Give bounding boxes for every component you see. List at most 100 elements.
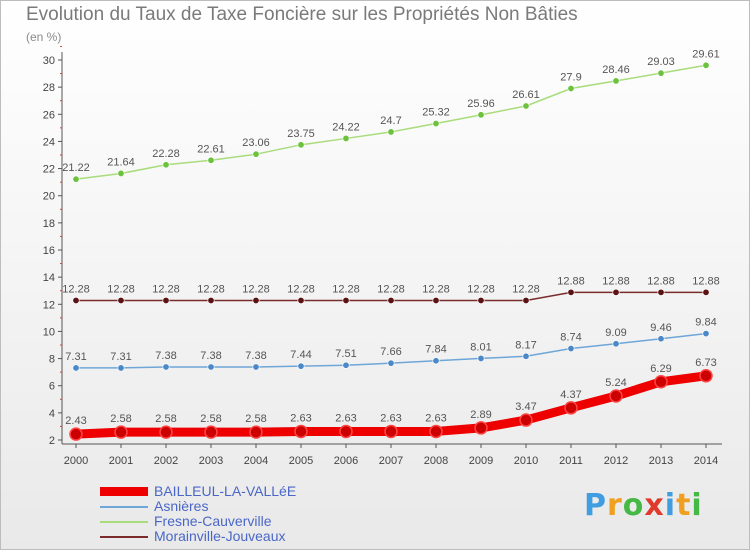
data-point-morainville-jouveaux [117, 296, 125, 304]
data-point-asni-res [162, 363, 170, 371]
data-label-bailleul-la-vall-e: 2.58 [155, 413, 176, 425]
data-label-fresne-cauverville: 25.96 [467, 98, 495, 110]
data-label-bailleul-la-vall-e: 2.58 [245, 413, 266, 425]
logo-letter: i [664, 488, 677, 523]
logo-letter: t [676, 488, 692, 523]
data-label-morainville-jouveaux: 12.28 [152, 283, 180, 295]
x-tick-label: 2011 [559, 455, 583, 467]
data-label-bailleul-la-vall-e: 2.89 [470, 409, 491, 421]
data-label-asni-res: 8.17 [515, 339, 536, 351]
data-label-morainville-jouveaux: 12.88 [557, 275, 585, 287]
data-point-bailleul-la-vall-e [294, 424, 308, 439]
logo-letter: P [584, 488, 607, 523]
data-label-bailleul-la-vall-e: 2.63 [290, 412, 311, 424]
data-point-morainville-jouveaux [702, 288, 710, 296]
x-tick-label: 2000 [64, 455, 88, 467]
data-label-bailleul-la-vall-e: 6.73 [695, 357, 716, 369]
data-label-bailleul-la-vall-e: 3.47 [515, 401, 536, 413]
data-point-asni-res [72, 364, 80, 372]
data-label-bailleul-la-vall-e: 2.63 [425, 412, 446, 424]
x-tick-label: 2012 [604, 455, 628, 467]
data-label-fresne-cauverville: 23.75 [287, 128, 315, 140]
data-label-fresne-cauverville: 21.64 [107, 156, 135, 168]
data-point-morainville-jouveaux [207, 296, 215, 304]
data-label-asni-res: 9.09 [605, 327, 626, 339]
data-point-fresne-cauverville [297, 141, 305, 149]
legend-swatch [100, 521, 148, 523]
data-point-bailleul-la-vall-e [519, 413, 533, 427]
data-label-asni-res: 8.74 [560, 332, 581, 344]
data-label-bailleul-la-vall-e: 2.63 [335, 412, 356, 424]
data-label-morainville-jouveaux: 12.28 [62, 283, 90, 295]
data-point-asni-res [387, 359, 395, 367]
data-point-morainville-jouveaux [162, 296, 170, 304]
data-label-fresne-cauverville: 28.46 [602, 64, 630, 76]
y-tick-label: 18 [43, 218, 55, 230]
data-point-morainville-jouveaux [252, 296, 260, 304]
data-point-fresne-cauverville [387, 128, 395, 136]
data-label-asni-res: 7.31 [65, 351, 86, 363]
data-label-fresne-cauverville: 22.28 [152, 148, 180, 160]
data-label-fresne-cauverville: 25.32 [422, 107, 450, 119]
data-label-fresne-cauverville: 24.7 [380, 115, 401, 127]
legend-label: Morainville-Jouveaux [154, 528, 286, 544]
data-point-asni-res [342, 361, 350, 369]
data-label-morainville-jouveaux: 12.28 [197, 283, 225, 295]
data-label-asni-res: 7.44 [290, 349, 311, 361]
data-point-asni-res [297, 362, 305, 370]
data-label-asni-res: 7.84 [425, 344, 446, 356]
chart-title: Evolution du Taux de Taxe Foncière sur l… [26, 4, 578, 25]
data-label-asni-res: 7.31 [110, 351, 131, 363]
data-point-asni-res [117, 364, 125, 372]
data-point-fresne-cauverville [342, 134, 350, 142]
data-point-fresne-cauverville [567, 85, 575, 93]
data-point-fresne-cauverville [432, 120, 440, 128]
data-point-fresne-cauverville [117, 169, 125, 177]
data-label-asni-res: 7.38 [245, 350, 266, 362]
data-point-bailleul-la-vall-e [429, 424, 443, 439]
unit-label: (en %) [26, 30, 62, 44]
data-point-fresne-cauverville [162, 161, 170, 169]
legend-label: Asnières [154, 498, 209, 514]
data-point-asni-res [567, 345, 575, 353]
y-tick-label: 26 [43, 109, 55, 121]
data-label-asni-res: 7.66 [380, 346, 401, 358]
data-point-asni-res [432, 357, 440, 365]
data-label-asni-res: 9.46 [650, 322, 671, 334]
data-point-morainville-jouveaux [657, 288, 665, 296]
data-point-morainville-jouveaux [567, 288, 575, 296]
data-label-fresne-cauverville: 29.61 [692, 48, 720, 60]
data-label-fresne-cauverville: 27.9 [560, 72, 581, 84]
data-label-fresne-cauverville: 29.03 [647, 56, 675, 68]
data-label-fresne-cauverville: 22.61 [197, 143, 225, 155]
data-point-morainville-jouveaux [387, 296, 395, 304]
logo-letter: x [644, 488, 665, 523]
data-point-morainville-jouveaux [72, 296, 80, 304]
data-label-asni-res: 9.84 [695, 317, 716, 329]
data-point-morainville-jouveaux [342, 296, 350, 304]
data-label-asni-res: 7.51 [335, 348, 356, 360]
data-point-fresne-cauverville [612, 77, 620, 85]
x-tick-label: 2005 [289, 455, 313, 467]
data-label-bailleul-la-vall-e: 2.43 [65, 415, 86, 427]
data-point-bailleul-la-vall-e [474, 421, 488, 435]
x-tick-label: 2002 [154, 455, 178, 467]
data-label-asni-res: 7.38 [200, 350, 221, 362]
data-point-morainville-jouveaux [432, 296, 440, 304]
x-tick-label: 2008 [424, 455, 448, 467]
y-tick-label: 14 [43, 272, 55, 284]
data-point-morainville-jouveaux [297, 296, 305, 304]
data-point-fresne-cauverville [72, 175, 80, 183]
data-point-bailleul-la-vall-e [69, 427, 83, 441]
data-label-bailleul-la-vall-e: 2.63 [380, 412, 401, 424]
y-tick-label: 8 [49, 354, 55, 366]
data-point-bailleul-la-vall-e [114, 425, 128, 439]
legend-swatch [100, 506, 148, 508]
proxiti-logo: Proxiti [584, 488, 703, 523]
y-tick-label: 10 [43, 326, 55, 338]
x-tick-label: 2007 [379, 455, 403, 467]
data-label-morainville-jouveaux: 12.28 [332, 283, 360, 295]
x-tick-label: 2004 [244, 455, 268, 467]
data-label-morainville-jouveaux: 12.88 [647, 275, 675, 287]
